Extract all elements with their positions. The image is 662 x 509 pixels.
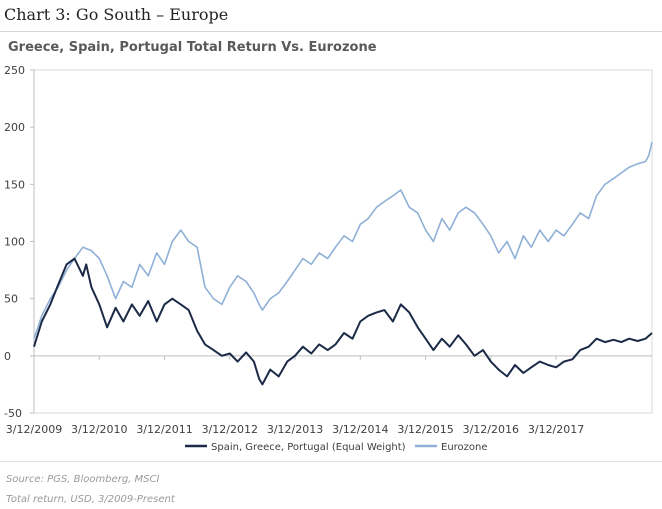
return-note: Total return, USD, 3/2009-Present <box>6 494 175 505</box>
x-tick-label: 3/12/2013 <box>267 423 323 436</box>
y-tick-label: 0 <box>4 350 11 363</box>
y-tick-label: 250 <box>4 64 25 77</box>
legend-item-eurozone-label: Eurozone <box>441 442 488 453</box>
y-tick-label: 100 <box>4 236 25 249</box>
heading-divider <box>0 31 662 32</box>
x-tick-label: 3/12/2017 <box>528 423 584 436</box>
footer-divider <box>0 461 662 462</box>
chart-legend: Spain, Greece, Portugal (Equal Weight) Eu… <box>185 442 488 453</box>
x-tick-label: 3/12/2010 <box>71 423 127 436</box>
x-tick-label: 3/12/2009 <box>6 423 62 436</box>
plot-frame <box>33 69 653 414</box>
y-tick-label: 150 <box>4 178 25 191</box>
y-tick-label: 50 <box>4 293 18 306</box>
x-tick-label: 3/12/2011 <box>136 423 192 436</box>
source-note: Source: PGS, Bloomberg, MSCI <box>6 474 160 485</box>
x-tick-label: 3/12/2012 <box>202 423 258 436</box>
x-tick-label: 3/12/2015 <box>397 423 453 436</box>
y-tick-label: -50 <box>4 407 22 420</box>
y-tick-label: 200 <box>4 121 25 134</box>
chart-series <box>33 141 653 386</box>
legend-item-spain-greece-portugal-label: Spain, Greece, Portugal (Equal Weight) <box>211 442 406 453</box>
chart-title: Greece, Spain, Portugal Total Return Vs.… <box>8 40 377 55</box>
x-tick-label: 3/12/2016 <box>463 423 519 436</box>
page-heading: Chart 3: Go South – Europe <box>4 5 229 24</box>
series-line-spain-greece-portugal <box>33 257 653 386</box>
series-line-eurozone <box>33 141 653 339</box>
chart-axes: -50 0 50 100 150 200 250 3/12/2009 3/12/2010 3/12… <box>4 64 653 436</box>
x-tick-label: 3/12/2014 <box>332 423 388 436</box>
